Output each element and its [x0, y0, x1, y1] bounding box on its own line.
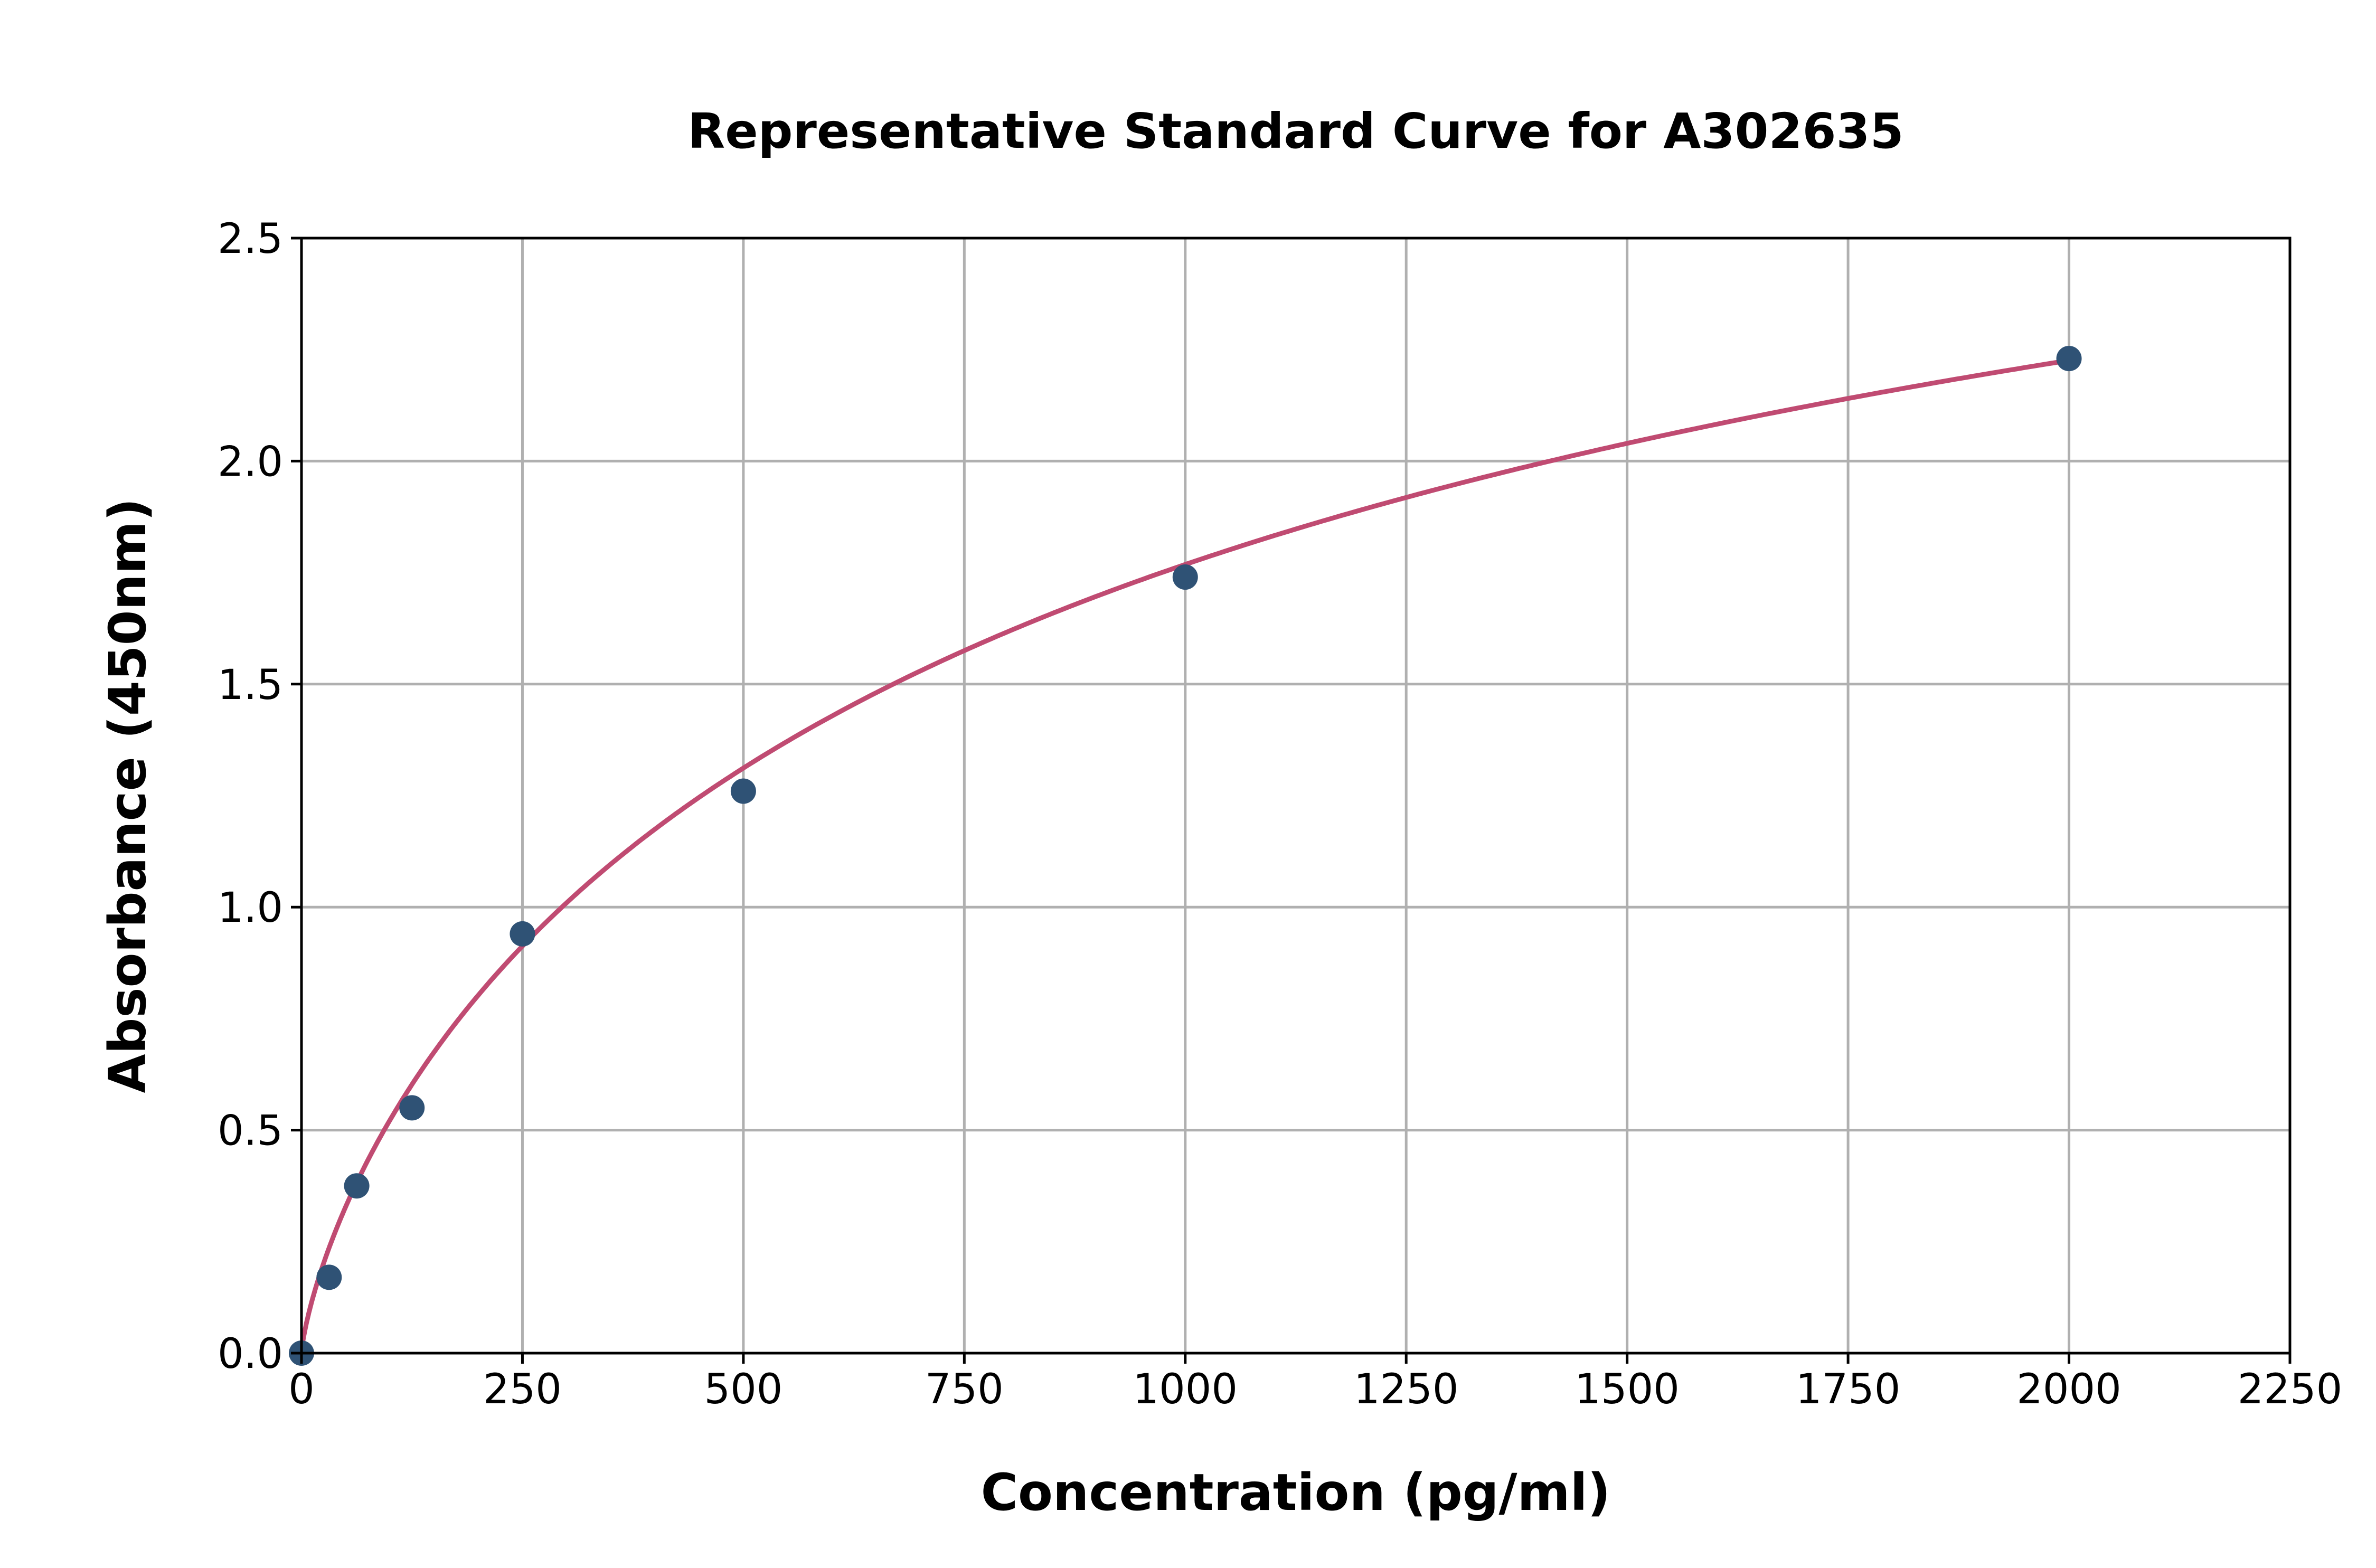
chart-title: Representative Standard Curve for A30263… [687, 103, 1903, 159]
y-tick-label: 0.5 [218, 1108, 283, 1155]
data-point [399, 1095, 425, 1121]
y-tick-label: 1.0 [218, 884, 283, 932]
data-point [510, 921, 535, 947]
data-point [2056, 346, 2082, 372]
data-point [1172, 564, 1198, 590]
y-tick-label: 2.0 [218, 438, 283, 486]
x-tick-label: 500 [704, 1366, 782, 1413]
x-tick-label: 1500 [1574, 1366, 1680, 1413]
x-tick-label: 0 [288, 1366, 315, 1413]
data-point [730, 778, 756, 804]
x-tick-label: 250 [483, 1366, 562, 1413]
x-tick-label: 1250 [1354, 1366, 1459, 1413]
x-tick-label: 2000 [2016, 1366, 2122, 1413]
x-tick-label: 750 [925, 1366, 1004, 1413]
x-tick-label: 1000 [1133, 1366, 1238, 1413]
y-axis-label: Absorbance (450nm) [98, 498, 157, 1093]
y-tick-label: 1.5 [218, 662, 283, 709]
x-tick-label: 2250 [2238, 1366, 2343, 1413]
data-point [316, 1264, 342, 1290]
x-tick-label: 1750 [1796, 1366, 1901, 1413]
y-tick-label: 0.0 [218, 1330, 283, 1378]
plot-frame [300, 237, 2292, 1355]
x-axis-label: Concentration (pg/ml) [981, 1463, 1611, 1522]
data-point [344, 1173, 370, 1199]
y-tick-label: 2.5 [218, 215, 283, 263]
